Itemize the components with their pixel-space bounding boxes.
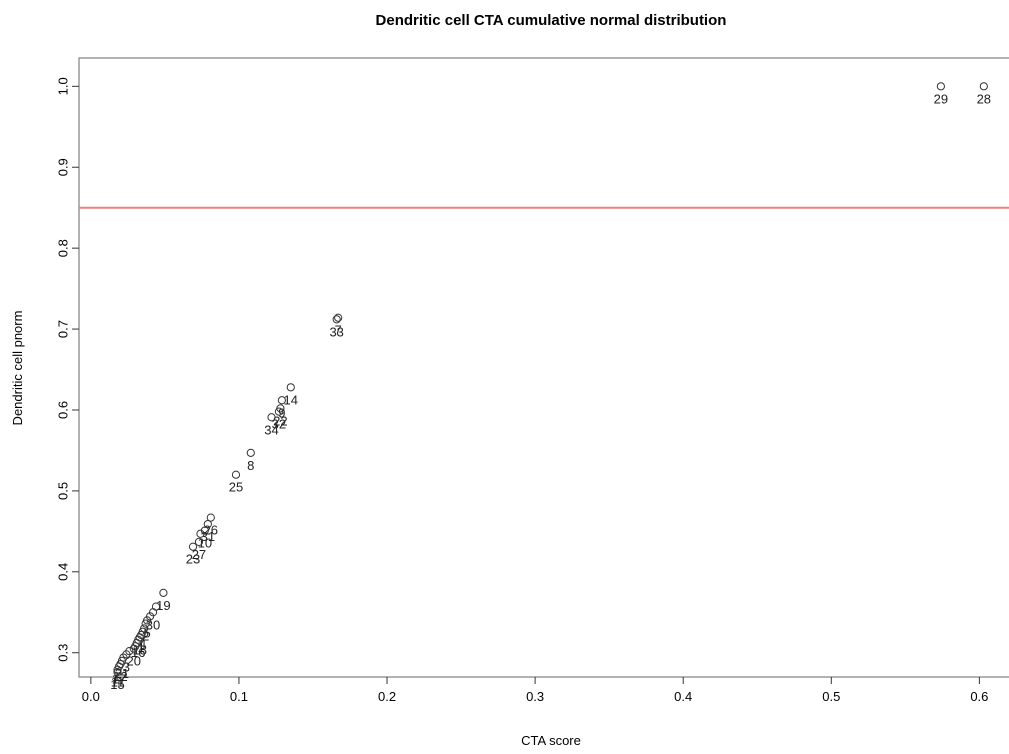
- plot-frame: [78, 57, 1009, 678]
- point-label: 33: [329, 324, 343, 339]
- y-tick-label: 0.8: [55, 239, 70, 257]
- point-label: 16: [131, 645, 145, 660]
- data-point: [129, 644, 138, 653]
- point-label: 19: [156, 598, 170, 613]
- x-axis-label: CTA score: [521, 733, 581, 748]
- point-label: 1: [138, 640, 145, 655]
- data-point: [188, 542, 198, 551]
- x-tick-label: 0.5: [822, 689, 840, 704]
- y-axis: 0.3 0.4 0.5 0.6 0.7 0.8 0.9 1.0: [55, 77, 79, 662]
- point-label: 14: [284, 392, 298, 407]
- data-points: 2829733149223234825263110272319305241181…: [110, 82, 991, 692]
- data-point: [194, 537, 204, 546]
- data-point: [113, 668, 122, 677]
- x-tick-label: 0.0: [82, 689, 100, 704]
- point-label: 8: [247, 458, 254, 473]
- y-tick-label: 0.7: [55, 320, 70, 338]
- point-label: 23: [186, 552, 200, 567]
- chart-title: Dendritic cell CTA cumulative normal dis…: [376, 12, 727, 29]
- x-tick-label: 0.2: [378, 689, 396, 704]
- x-axis: 0.0 0.1 0.2 0.3 0.4 0.5 0.6: [82, 677, 988, 704]
- point-label: 4: [139, 637, 146, 652]
- point-label: 22: [273, 413, 287, 428]
- point-label: 2: [142, 629, 149, 644]
- data-point: [196, 529, 205, 538]
- data-point: [231, 470, 241, 479]
- data-point: [267, 413, 276, 422]
- data-point: [277, 396, 286, 405]
- x-tick-label: 0.3: [526, 689, 544, 704]
- y-tick-label: 1.0: [55, 77, 70, 95]
- data-point: [334, 313, 343, 322]
- point-label: 20: [127, 654, 141, 669]
- point-label: 3: [123, 659, 130, 674]
- point-label: 32: [272, 417, 286, 432]
- y-tick-label: 0.6: [55, 401, 70, 419]
- y-tick-label: 0.9: [55, 158, 70, 176]
- point-label: 34: [264, 422, 278, 437]
- data-point: [203, 519, 212, 529]
- point-label: 27: [192, 547, 206, 562]
- y-tick-label: 0.3: [55, 644, 70, 662]
- x-tick-label: 0.4: [674, 689, 692, 704]
- point-label: 11: [111, 675, 125, 690]
- point-label: 5: [144, 625, 151, 640]
- y-tick-label: 0.4: [55, 563, 70, 581]
- y-tick-label: 0.5: [55, 482, 70, 500]
- data-point: [332, 315, 341, 324]
- x-tick-label: 0.6: [970, 689, 988, 704]
- data-point: [141, 619, 150, 628]
- point-label: 28: [977, 91, 991, 106]
- data-point: [979, 82, 988, 91]
- data-point: [113, 665, 122, 674]
- point-label: 15: [110, 677, 124, 692]
- data-point: [159, 588, 168, 597]
- point-label: 7: [335, 323, 342, 338]
- data-point: [131, 642, 140, 651]
- point-label: 29: [934, 91, 948, 106]
- data-point: [246, 448, 255, 457]
- data-point: [274, 407, 284, 416]
- y-axis-label: Dendritic cell pnorm: [10, 311, 25, 426]
- data-point: [206, 513, 215, 522]
- point-label: 25: [229, 480, 243, 495]
- data-point: [286, 383, 295, 392]
- point-label: 30: [146, 617, 160, 632]
- data-point: [936, 82, 945, 91]
- x-tick-label: 0.1: [230, 689, 248, 704]
